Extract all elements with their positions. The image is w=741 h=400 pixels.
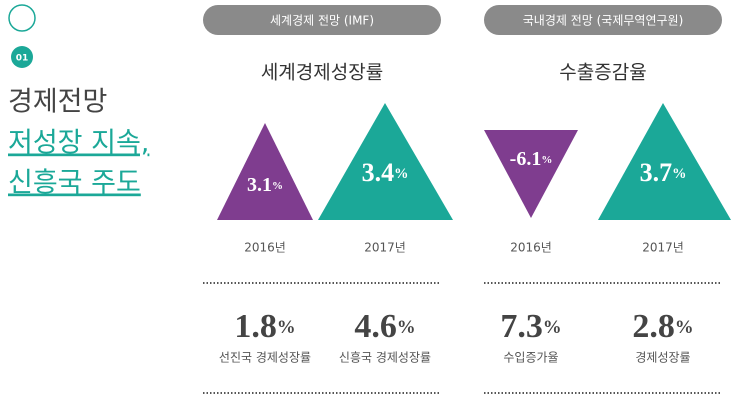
year-label: 2017년 — [642, 241, 684, 255]
stat-label: 신흥국 경제성장률 — [339, 351, 431, 365]
highlight-line: 저성장 지속, — [8, 128, 149, 159]
highlight-line: 신흥국 주도 — [8, 168, 141, 199]
triangle — [598, 103, 731, 220]
figure-unit: % — [272, 180, 283, 192]
number-badge — [11, 46, 33, 68]
figure: -6.1% — [510, 148, 553, 170]
figure-value: 4.6 — [354, 308, 397, 345]
figure-unit: % — [397, 317, 416, 338]
triangle — [217, 123, 313, 220]
stat-label: 선진국 경제성장률 — [219, 351, 311, 365]
figure-unit: % — [543, 317, 562, 338]
figure-unit: % — [675, 317, 694, 338]
figure: 4.6% — [354, 308, 415, 345]
year-label: 2016년 — [244, 241, 286, 255]
stat-label: 수입증가율 — [503, 351, 558, 365]
figure: 1.8% — [234, 308, 295, 345]
header-text: 세계경제 전망 (IMF) — [270, 14, 374, 28]
figure: 7.3% — [500, 308, 561, 345]
figure: 3.7% — [640, 158, 687, 187]
figure: 2.8% — [632, 308, 693, 345]
figure-value: 2.8 — [632, 308, 675, 345]
figure: 3.1% — [247, 174, 283, 196]
year-label: 2017년 — [364, 241, 406, 255]
header-pill — [203, 5, 441, 35]
figure-value: 1.8 — [234, 308, 277, 345]
figure-value: 3.4 — [362, 158, 395, 187]
figure-value: 7.3 — [500, 308, 543, 345]
header-pill — [484, 5, 722, 35]
outline-circle — [8, 4, 36, 32]
triangle — [484, 130, 578, 218]
stat-label: 경제성장률 — [635, 351, 690, 365]
figure-unit: % — [541, 154, 552, 166]
badge-number: 01 — [16, 54, 29, 64]
figure-value: 3.1 — [247, 174, 272, 196]
figure-value: -6.1 — [510, 148, 542, 170]
figure: 3.4% — [362, 158, 409, 187]
figure-value: 3.7 — [640, 158, 673, 187]
subtitle: 세계경제성장률 — [261, 62, 383, 84]
figure-unit: % — [394, 166, 408, 182]
year-label: 2016년 — [510, 241, 552, 255]
subtitle: 수출증감율 — [559, 62, 646, 84]
figure-unit: % — [277, 317, 296, 338]
header-text: 국내경제 전망 (국제무역연구원) — [523, 14, 684, 28]
figure-unit: % — [672, 166, 686, 182]
triangle — [318, 103, 453, 220]
section-title: 경제전망 — [8, 87, 107, 118]
